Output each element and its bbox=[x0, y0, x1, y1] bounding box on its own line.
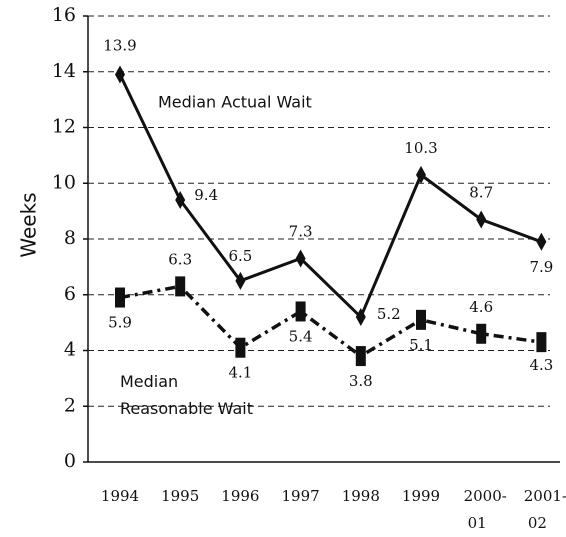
y-tick-label: 14 bbox=[52, 60, 76, 82]
data-label: 5.4 bbox=[289, 327, 313, 345]
marker bbox=[295, 249, 306, 268]
data-label: 4.3 bbox=[529, 356, 553, 374]
x-tick-label: 1998 bbox=[342, 487, 380, 505]
marker bbox=[295, 301, 306, 322]
data-label: 5.9 bbox=[108, 314, 132, 332]
x-tick-label: 1994 bbox=[101, 487, 139, 505]
y-tick-label: 12 bbox=[52, 116, 76, 138]
y-tick-label: 6 bbox=[64, 283, 76, 305]
data-label: 9.4 bbox=[194, 186, 218, 204]
marker bbox=[476, 323, 487, 344]
series-annotation: Median Actual Wait bbox=[158, 93, 312, 112]
x-tick-label: 1995 bbox=[161, 487, 199, 505]
y-axis-label: Weeks bbox=[17, 192, 41, 257]
data-label: 7.3 bbox=[289, 223, 313, 241]
y-tick-label: 10 bbox=[52, 171, 76, 193]
x-tick-label: 1997 bbox=[282, 487, 320, 505]
marker bbox=[235, 271, 246, 290]
series-annotation: Median Reasonable Wait bbox=[120, 372, 253, 418]
data-label: 4.1 bbox=[228, 364, 252, 382]
marker bbox=[416, 309, 426, 330]
marker bbox=[536, 332, 547, 353]
data-label: 6.3 bbox=[168, 250, 192, 268]
data-label: 4.6 bbox=[469, 298, 493, 316]
data-label: 7.9 bbox=[529, 258, 553, 276]
y-tick-label: 8 bbox=[64, 227, 76, 249]
data-label: 10.3 bbox=[404, 139, 437, 157]
data-label: 5.2 bbox=[377, 305, 401, 323]
marker bbox=[175, 276, 186, 297]
x-tick-label: 1996 bbox=[221, 487, 259, 505]
y-tick-label: 0 bbox=[64, 450, 76, 472]
marker bbox=[355, 308, 366, 327]
data-label: 13.9 bbox=[103, 37, 136, 55]
marker bbox=[175, 190, 186, 209]
x-tick-label: 2000-01 bbox=[464, 487, 507, 532]
marker bbox=[476, 210, 487, 229]
x-tick-label: 1999 bbox=[402, 487, 440, 505]
series-line bbox=[119, 284, 542, 359]
x-tick-label: 2001-02 bbox=[524, 487, 566, 532]
marker bbox=[115, 287, 125, 308]
marker bbox=[536, 232, 547, 251]
data-label: 5.1 bbox=[409, 336, 433, 354]
marker bbox=[235, 337, 246, 358]
y-tick-label: 4 bbox=[64, 339, 76, 361]
y-tick-label: 16 bbox=[52, 4, 76, 26]
data-label: 3.8 bbox=[349, 372, 373, 390]
y-tick-label: 2 bbox=[64, 394, 76, 416]
data-label: 6.5 bbox=[228, 247, 252, 265]
marker bbox=[355, 346, 366, 367]
marker bbox=[115, 65, 125, 84]
series-line bbox=[118, 73, 542, 320]
marker bbox=[416, 165, 426, 184]
data-label: 8.7 bbox=[469, 183, 493, 201]
